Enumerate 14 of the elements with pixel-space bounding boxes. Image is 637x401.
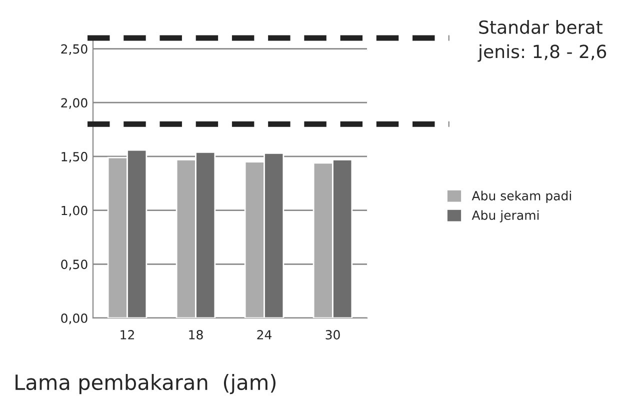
legend-label: Abu jerami — [472, 210, 539, 222]
legend-label: Abu sekam padi — [472, 190, 571, 203]
text: Standar berat jenis: 1,8 - 2,6 — [478, 20, 606, 62]
y-tick-label: 1,50 — [62, 152, 88, 163]
x-tick-label: 30 — [326, 330, 340, 340]
x-axis-title: Lama pembakaran (jam) — [16, 374, 276, 394]
x-tick-label: 12 — [120, 330, 134, 340]
y-tick-label: 0,00 — [61, 313, 88, 324]
y-tick-label: 0,50 — [61, 260, 88, 270]
x-tick-label: 24 — [257, 330, 272, 340]
y-tick-label: 2,50 — [61, 44, 88, 55]
y-tick-label: 1,00 — [62, 206, 88, 217]
x-tick-label: 18 — [189, 330, 203, 340]
y-tick-label: 2,00 — [61, 98, 88, 109]
